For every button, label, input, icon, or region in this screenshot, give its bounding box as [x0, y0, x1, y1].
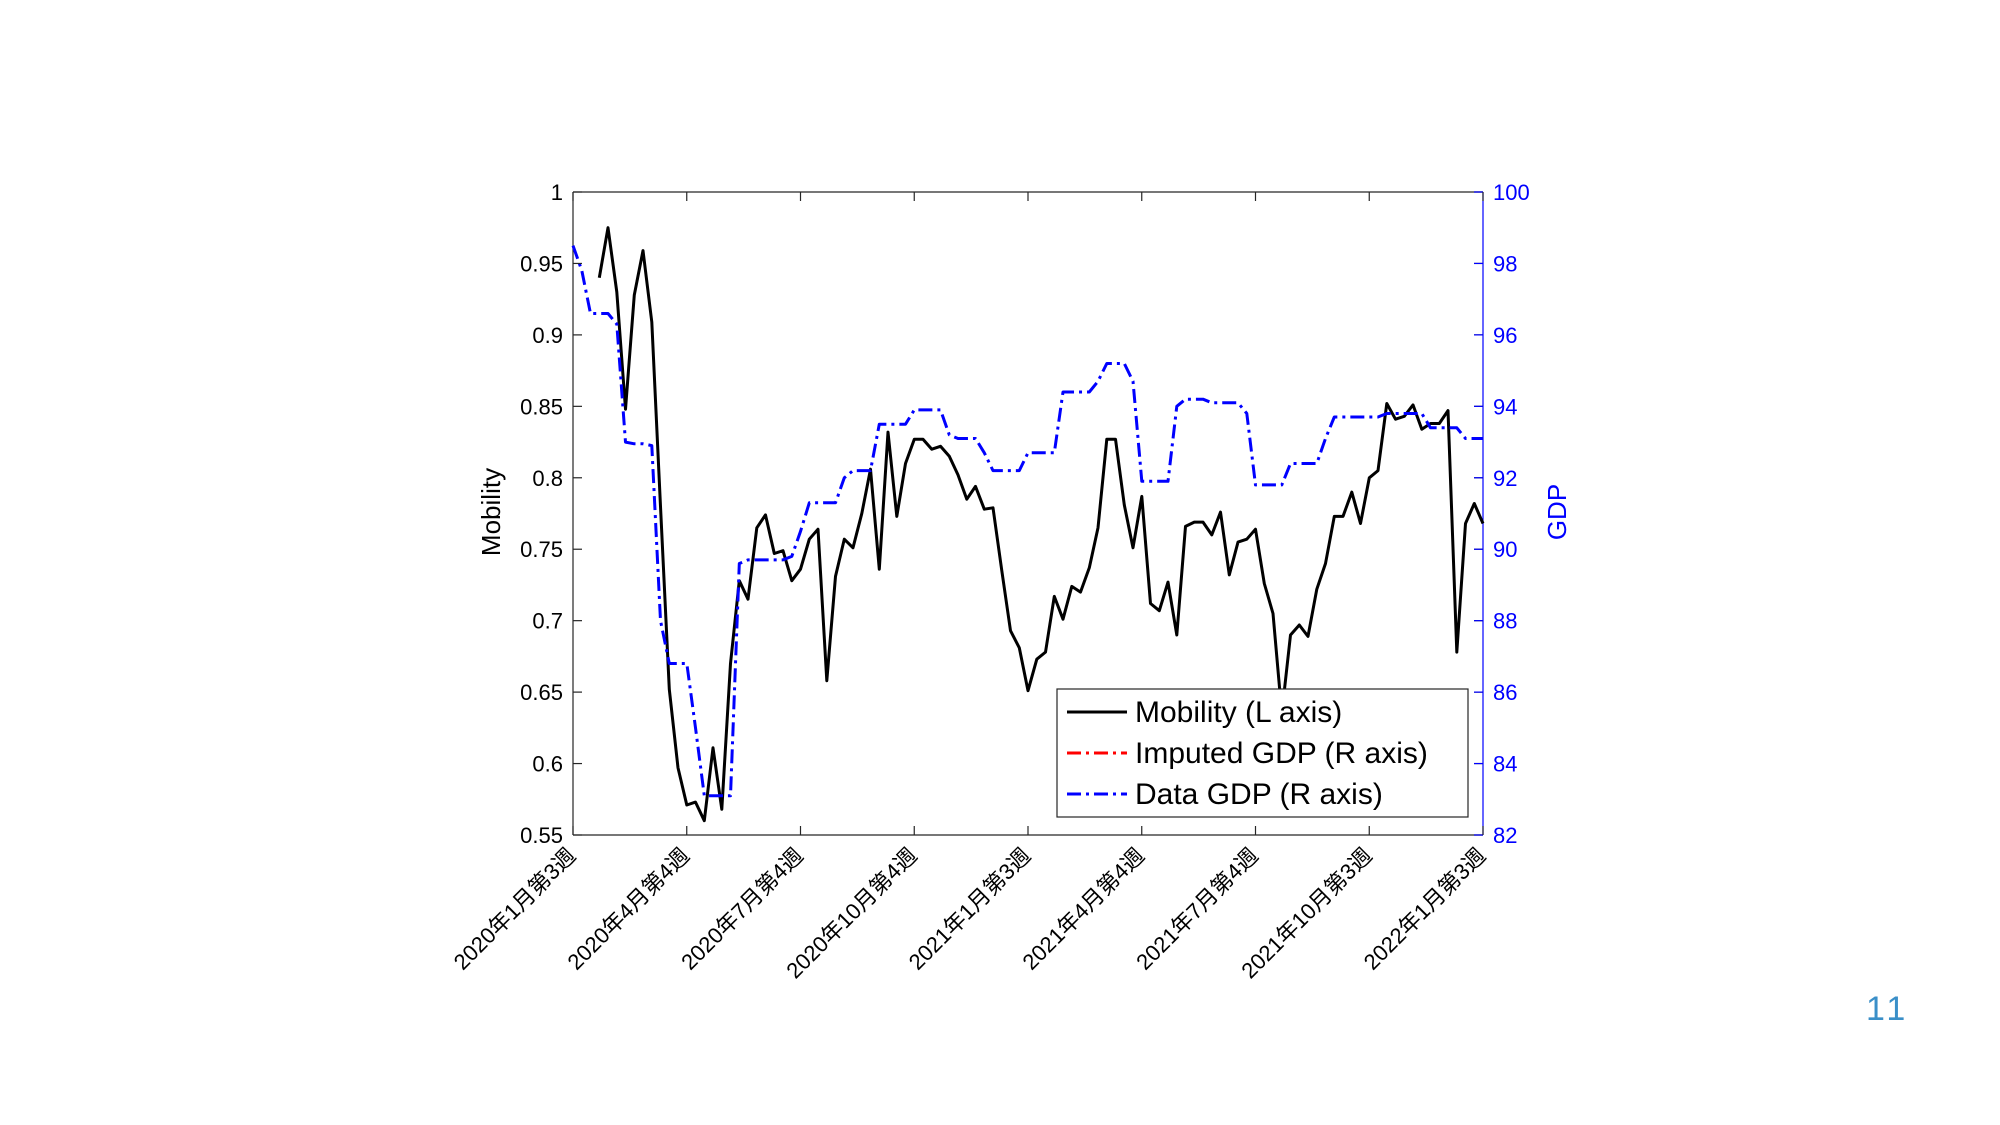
y-tick-label-right: 100: [1493, 180, 1530, 205]
legend: Mobility (L axis) Imputed GDP (R axis) Dat…: [1056, 688, 1469, 818]
y-tick-label-right: 90: [1493, 537, 1517, 562]
x-tick-label: 2021年7月第4週: [1131, 843, 1263, 975]
y-tick-label-left: 0.85: [520, 394, 563, 419]
y-tick-label-left: 0.75: [520, 537, 563, 562]
y-tick-label-right: 98: [1493, 251, 1517, 276]
y-tick-label-right: 84: [1493, 752, 1517, 777]
x-tick-label: 2020年1月第3週: [449, 843, 581, 975]
page-number: 11: [1866, 990, 1910, 1028]
y-tick-label-left: 0.8: [532, 466, 563, 491]
y-tick-label-right: 82: [1493, 823, 1517, 848]
x-tick-label: 2020年7月第4週: [676, 843, 808, 975]
y-tick-label-left: 0.7: [532, 609, 563, 634]
legend-entry: Imputed GDP (R axis): [1135, 737, 1428, 770]
y-tick-label-left: 1: [551, 180, 563, 205]
y-tick-label-right: 96: [1493, 323, 1517, 348]
x-tick-label: 2022年1月第3週: [1359, 843, 1491, 975]
y-tick-label-left: 0.55: [520, 823, 563, 848]
y-tick-label-right: 86: [1493, 680, 1517, 705]
y-tick-label-right: 92: [1493, 466, 1517, 491]
y-tick-label-left: 0.9: [532, 323, 563, 348]
legend-entry: Mobility (L axis): [1135, 696, 1342, 729]
legend-entry: Data GDP (R axis): [1135, 778, 1383, 811]
y-tick-label-left: 0.6: [532, 752, 563, 777]
y-axis-label-right: GDP: [1542, 484, 1572, 540]
x-tick-label: 2021年4月第4週: [1017, 843, 1149, 975]
series-line-2: [571, 245, 1483, 798]
y-axis-label-left: Mobility: [476, 468, 506, 556]
y-tick-label-left: 0.95: [520, 251, 563, 276]
series-line-0: [597, 226, 1485, 823]
x-tick-label: 2021年1月第3週: [904, 843, 1036, 975]
x-tick-label: 2020年4月第4週: [562, 843, 694, 975]
data-lines: [571, 226, 1485, 823]
y-tick-label-right: 88: [1493, 609, 1517, 634]
y-tick-label-left: 0.65: [520, 680, 563, 705]
y-tick-label-right: 94: [1493, 394, 1517, 419]
